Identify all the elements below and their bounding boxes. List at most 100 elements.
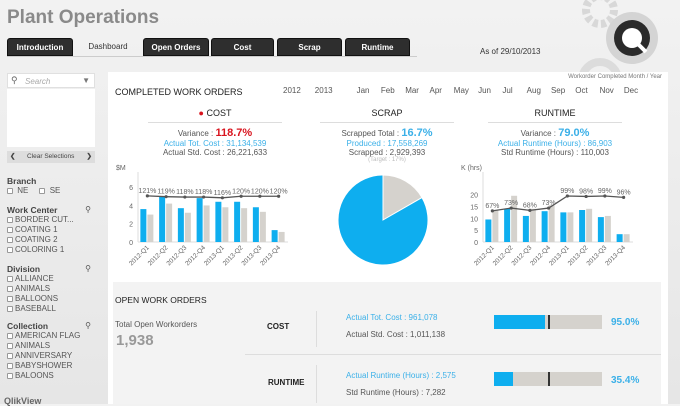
- target-marker: [548, 315, 550, 329]
- list-item[interactable]: COLORING 1: [7, 245, 95, 255]
- list-item[interactable]: BORDER CUT...: [7, 215, 95, 225]
- actual-bar: [597, 217, 604, 242]
- y-tick-label: 0: [129, 240, 133, 247]
- completed-title: COMPLETED WORK ORDERS: [115, 87, 243, 97]
- month-filter-may[interactable]: May: [453, 86, 469, 95]
- std-bar: [567, 212, 574, 242]
- prev-arrow-icon[interactable]: ❮: [10, 153, 16, 160]
- runtime-actual: Actual Runtime (Hours) : 86,903: [497, 139, 613, 148]
- status-dot-icon: ●: [198, 108, 204, 118]
- actual-bar: [579, 210, 586, 242]
- list-item[interactable]: ANNIVERSARY: [7, 351, 95, 361]
- search-icon[interactable]: ⚲: [85, 205, 91, 214]
- month-filter-mar[interactable]: Mar: [405, 86, 419, 95]
- x-tick-label: 2013-Q4: [604, 244, 627, 267]
- search-icon[interactable]: ⚲: [85, 321, 91, 330]
- tab-cost[interactable]: Cost: [211, 38, 274, 56]
- list-item[interactable]: BALLOONS: [7, 294, 95, 304]
- dropdown-arrow-icon[interactable]: ▼: [82, 76, 90, 85]
- variance-point: [202, 195, 206, 199]
- total-open-value: 1,938: [116, 332, 154, 349]
- y-tick-label: 10: [470, 216, 478, 223]
- produced-slice: [337, 174, 429, 266]
- month-filter-jan[interactable]: Jan: [356, 86, 370, 95]
- std-bar: [184, 212, 191, 242]
- list-item[interactable]: AMERICAN FLAG: [7, 331, 95, 341]
- month-filter-sep[interactable]: Sep: [550, 86, 566, 95]
- progress-fill: [494, 372, 514, 386]
- month-filter-oct[interactable]: Oct: [575, 86, 588, 95]
- actual-bar: [196, 198, 203, 242]
- app-title: Plant Operations: [7, 7, 160, 28]
- next-arrow-icon[interactable]: ❯: [86, 153, 92, 160]
- branch-ne-checkbox[interactable]: [7, 187, 13, 194]
- month-filter-jun[interactable]: Jun: [478, 86, 491, 95]
- data-label: 96%: [617, 189, 631, 196]
- list-item[interactable]: BABYSHOWER: [7, 361, 95, 371]
- y-tick-label: 2: [129, 222, 133, 229]
- tab-open-orders[interactable]: Open Orders: [143, 38, 209, 56]
- month-filter-apr[interactable]: Apr: [429, 86, 442, 95]
- month-filter-aug[interactable]: Aug: [526, 86, 541, 95]
- year-filter-2013[interactable]: 2013: [314, 86, 333, 95]
- variance-point: [603, 194, 607, 198]
- actual-bar: [541, 211, 548, 242]
- branch-se[interactable]: SE: [49, 186, 61, 195]
- list-item[interactable]: ANIMALS: [7, 341, 95, 351]
- branch-ne[interactable]: NE: [17, 186, 29, 195]
- runtime-variance: 79.0%: [558, 127, 590, 139]
- std-bar: [548, 205, 555, 242]
- search-icon[interactable]: ⚲: [85, 264, 91, 273]
- variance-point: [565, 194, 569, 198]
- month-filter-dec[interactable]: Dec: [623, 86, 639, 95]
- list-item[interactable]: BASEBALL: [7, 304, 95, 314]
- runtime-variance-label: Variance :: [520, 129, 556, 138]
- y-tick-label: 20: [470, 193, 478, 200]
- runtime-progress-bar: [494, 372, 602, 386]
- month-filter-feb[interactable]: Feb: [380, 86, 395, 95]
- actual-bar: [485, 219, 492, 242]
- scrap-pie-chart: [337, 174, 429, 266]
- tab-runtime[interactable]: Runtime: [345, 38, 410, 56]
- open-runtime-std: Std Runtime (Hours) : 7,282: [346, 388, 446, 397]
- data-label: 118%: [176, 189, 193, 196]
- data-label: 73%: [504, 200, 518, 207]
- list-item[interactable]: BALOONS: [7, 371, 95, 381]
- list-item[interactable]: COATING 1: [7, 225, 95, 235]
- tab-introduction[interactable]: Introduction: [7, 38, 73, 56]
- open-runtime-pct: 35.4%: [611, 375, 640, 386]
- actual-bar: [616, 234, 623, 242]
- collection-label: Collection: [7, 321, 49, 331]
- scrap-scrapped: Scrapped : 2,929,393: [348, 148, 426, 157]
- cost-variance: 118.7%: [215, 127, 253, 139]
- std-bar: [604, 215, 611, 242]
- division-label: Division: [7, 264, 41, 274]
- y-tick-label: 0: [474, 240, 478, 247]
- list-item[interactable]: COATING 2: [7, 235, 95, 245]
- variance-line: [147, 195, 279, 199]
- actual-bar: [560, 212, 567, 242]
- tab-dashboard[interactable]: Dashboard: [88, 42, 128, 51]
- year-filter-2012[interactable]: 2012: [283, 86, 301, 95]
- branch-se-checkbox[interactable]: [39, 187, 46, 194]
- data-label: 120%: [232, 188, 250, 195]
- data-label: 116%: [214, 190, 231, 197]
- data-label: 120%: [270, 188, 288, 195]
- list-item[interactable]: ANIMALS: [7, 284, 95, 294]
- tab-scrap[interactable]: Scrap: [277, 38, 342, 56]
- clear-selections-button[interactable]: Clear Selections: [27, 153, 75, 160]
- open-runtime-label: RUNTIME: [268, 378, 305, 387]
- month-filter-nov[interactable]: Nov: [599, 86, 614, 95]
- std-bar: [278, 231, 285, 242]
- std-bar: [511, 195, 518, 242]
- open-runtime-actual: Actual Runtime (Hours) : 2,575: [346, 371, 456, 380]
- list-item[interactable]: ALLIANCE: [7, 274, 95, 284]
- std-bar: [203, 205, 210, 242]
- variance-point: [183, 195, 187, 199]
- std-bar: [623, 234, 630, 242]
- month-filter-jul[interactable]: Jul: [502, 86, 513, 95]
- open-orders-section: OPEN WORK ORDERS Total Open Workorders 1…: [113, 282, 661, 404]
- open-cost-actual: Actual Tot. Cost : 961,078: [346, 313, 438, 322]
- search-input[interactable]: ⚲ Search ▼: [7, 73, 95, 88]
- qlik-gear-logo-icon: [578, 0, 658, 90]
